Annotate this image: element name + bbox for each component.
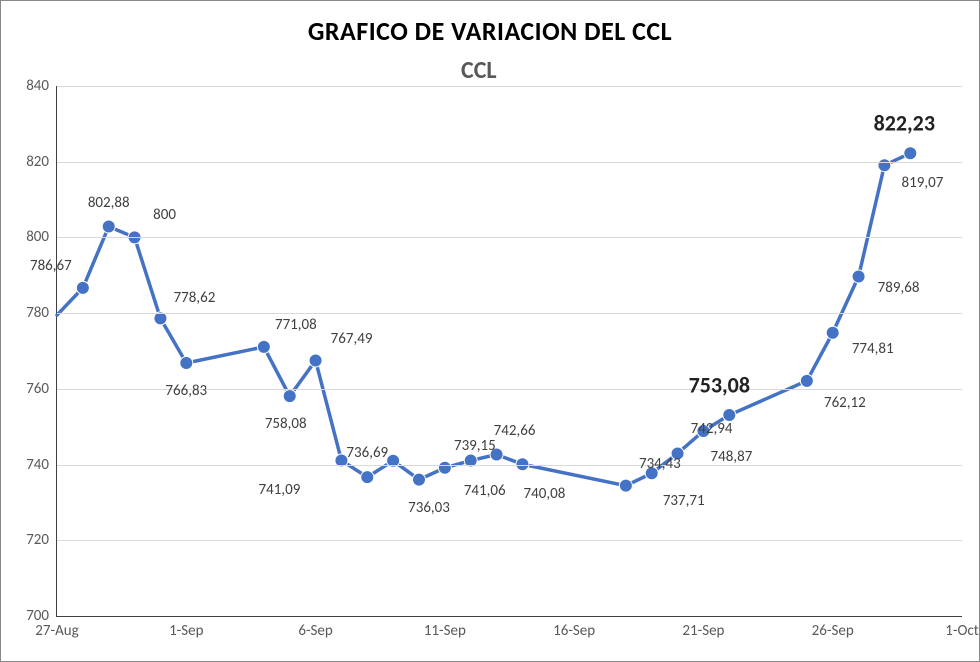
data-label: 742,94 [691, 420, 733, 438]
data-label: 767,49 [331, 330, 373, 348]
x-axis-tick-label: 6-Sep [298, 622, 332, 640]
data-label: 771,08 [275, 316, 317, 334]
data-marker [283, 390, 296, 403]
chart-svg [57, 86, 962, 616]
data-label: 802,88 [88, 194, 130, 212]
data-label: 778,62 [174, 289, 216, 307]
data-label: 739,15 [454, 437, 496, 455]
data-marker [180, 357, 193, 370]
gridline [57, 465, 962, 466]
data-marker [800, 374, 813, 387]
data-marker [257, 340, 270, 353]
y-axis-tick-label: 760 [26, 380, 49, 398]
data-label: 819,07 [902, 174, 944, 192]
data-marker [76, 281, 89, 294]
y-axis-tick-label: 800 [26, 228, 49, 246]
gridline [57, 237, 962, 238]
data-marker [361, 471, 374, 484]
data-marker [438, 461, 451, 474]
data-label: 758,08 [265, 415, 307, 433]
chart-container: GRAFICO DE VARIACION DEL CCL CCL 7007207… [0, 0, 980, 662]
gridline [57, 313, 962, 314]
data-marker [102, 220, 115, 233]
data-marker [619, 479, 632, 492]
data-label: 789,68 [878, 279, 920, 297]
data-label: 786,67 [30, 257, 72, 275]
gridline [57, 540, 962, 541]
data-label: 741,09 [259, 481, 301, 499]
data-label: 736,69 [346, 444, 388, 462]
data-label: 734,43 [639, 455, 681, 473]
data-marker [878, 159, 891, 172]
plot-area: 70072074076078080082084027-Aug1-Sep6-Sep… [56, 86, 962, 617]
y-axis-tick-label: 720 [26, 531, 49, 549]
data-label: 742,66 [494, 422, 536, 440]
x-axis-tick-label: 16-Sep [553, 622, 595, 640]
y-axis-tick-label: 840 [26, 77, 49, 95]
chart-series-title: CCL [461, 56, 497, 85]
x-axis-tick-label: 1-Sep [169, 622, 203, 640]
data-marker [904, 147, 917, 160]
data-label: 762,12 [824, 394, 866, 412]
gridline [57, 162, 962, 163]
data-marker [852, 270, 865, 283]
x-axis-tick-label: 26-Sep [812, 622, 854, 640]
data-label: 740,08 [524, 485, 566, 503]
x-axis-tick-label: 27-Aug [35, 622, 78, 640]
x-axis-tick-label: 21-Sep [682, 622, 724, 640]
y-axis-tick-label: 780 [26, 304, 49, 322]
data-label: 822,23 [874, 110, 935, 137]
data-label: 737,71 [663, 492, 705, 510]
data-label: 753,08 [689, 372, 750, 399]
data-label: 774,81 [852, 340, 894, 358]
data-label: 748,87 [711, 448, 753, 466]
y-axis-tick-label: 820 [26, 153, 49, 171]
y-axis-tick-label: 740 [26, 456, 49, 474]
chart-main-title: GRAFICO DE VARIACION DEL CCL [1, 15, 979, 47]
data-marker [309, 354, 322, 367]
data-label: 741,06 [464, 482, 506, 500]
x-axis-tick-label: 1-Oct [945, 622, 979, 640]
data-label: 766,83 [165, 382, 207, 400]
gridline [57, 86, 962, 87]
data-label: 800 [153, 206, 176, 224]
data-label: 736,03 [408, 499, 450, 517]
data-marker [826, 326, 839, 339]
x-axis-tick-label: 11-Sep [424, 622, 466, 640]
data-marker [413, 473, 426, 486]
